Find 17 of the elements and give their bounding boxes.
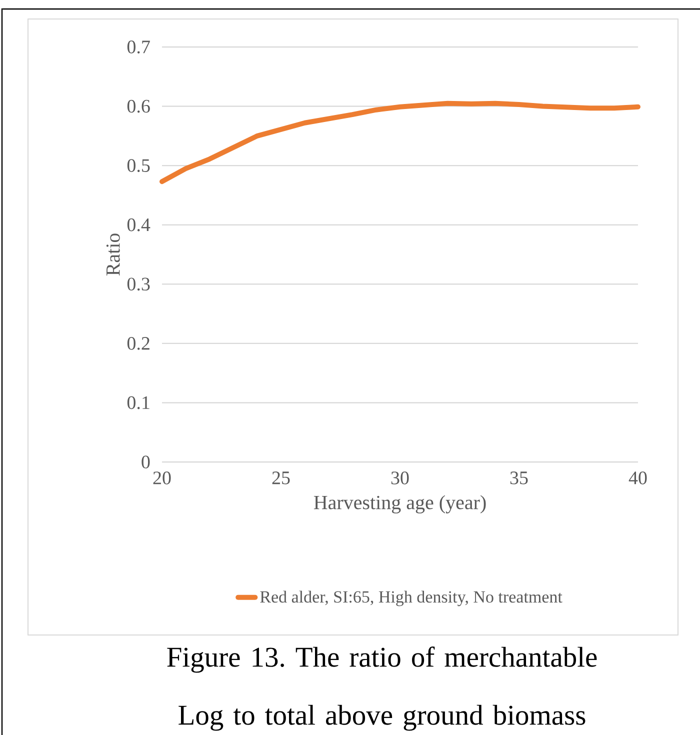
x-tick-label: 25: [272, 472, 290, 484]
y-tick-label: 0.1: [127, 396, 150, 410]
legend-label: Red alder, SI:65, High density, No treatment: [260, 590, 562, 606]
x-tick-label: 40: [628, 472, 647, 484]
x-tick-label: 30: [391, 472, 409, 484]
y-tick-label: 0.4: [127, 218, 150, 232]
x-axis-title: Harvesting age (year): [314, 495, 486, 514]
y-tick-label: 0: [142, 456, 150, 468]
y-tick-label: 0.3: [127, 278, 150, 291]
x-tick-label: 35: [510, 472, 528, 484]
x-tick-label: 20: [153, 472, 171, 484]
y-tick-label: 0.7: [127, 40, 150, 54]
y-axis-title: Ratio: [106, 234, 120, 276]
y-tick-label: 0.6: [127, 100, 150, 113]
y-tick-label: 0.2: [127, 336, 150, 350]
caption: Figure 13. The ratio of merchantable Log to total above ground biomass: [167, 646, 597, 731]
y-tick-label: 0.5: [127, 159, 150, 172]
